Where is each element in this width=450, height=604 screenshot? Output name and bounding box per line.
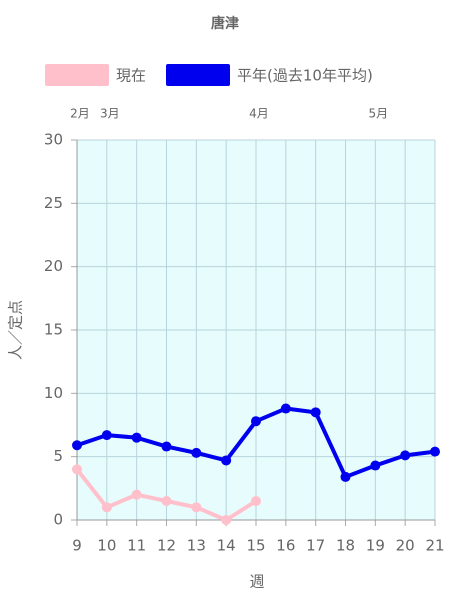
y-tick-label: 5	[53, 447, 63, 465]
x-tick-label: 11	[127, 537, 146, 555]
data-point	[72, 464, 82, 475]
data-point	[221, 455, 232, 466]
data-point	[161, 496, 172, 506]
data-point	[340, 471, 351, 482]
x-tick-label: 13	[187, 537, 206, 555]
x-tick-label: 16	[276, 537, 295, 555]
data-point	[400, 450, 411, 461]
month-label: 5月	[369, 107, 389, 121]
legend-label: 平年(過去10年平均)	[237, 67, 373, 85]
x-tick-label: 10	[97, 537, 116, 555]
legend-swatch	[166, 64, 230, 86]
month-label: 2月	[70, 107, 90, 121]
month-label: 4月	[249, 107, 269, 121]
data-point	[131, 432, 142, 443]
x-tick-label: 17	[306, 537, 325, 555]
x-axis-label: 週	[249, 573, 264, 591]
month-label: 3月	[100, 107, 120, 121]
data-point	[101, 430, 112, 441]
data-point	[131, 489, 142, 500]
x-tick-label: 14	[217, 537, 236, 555]
data-point	[310, 407, 321, 418]
x-tick-label: 20	[396, 537, 415, 555]
y-tick-label: 15	[44, 321, 63, 339]
y-tick-label: 10	[44, 384, 63, 402]
data-point	[221, 515, 232, 525]
x-tick-label: 12	[157, 537, 176, 555]
y-tick-label: 20	[44, 257, 63, 275]
data-point	[191, 447, 202, 458]
legend-swatch	[45, 64, 109, 86]
data-point	[280, 403, 291, 414]
x-tick-label: 15	[246, 537, 265, 555]
x-tick-label: 9	[72, 537, 82, 555]
data-point	[161, 441, 172, 452]
legend-label: 現在	[116, 67, 146, 85]
x-tick-label: 21	[425, 537, 444, 555]
data-point	[191, 502, 202, 513]
data-point	[251, 496, 261, 506]
y-tick-label: 30	[44, 131, 63, 149]
data-point	[430, 446, 440, 457]
y-axis-label: 人／定点	[7, 300, 25, 360]
data-point	[370, 460, 381, 471]
data-point	[251, 416, 261, 427]
y-tick-label: 0	[53, 511, 63, 529]
x-tick-label: 18	[336, 537, 355, 555]
data-point	[72, 440, 82, 451]
y-tick-label: 25	[44, 194, 63, 212]
x-tick-label: 19	[366, 537, 385, 555]
chart-title: 唐津	[211, 15, 239, 32]
data-point	[101, 502, 112, 513]
